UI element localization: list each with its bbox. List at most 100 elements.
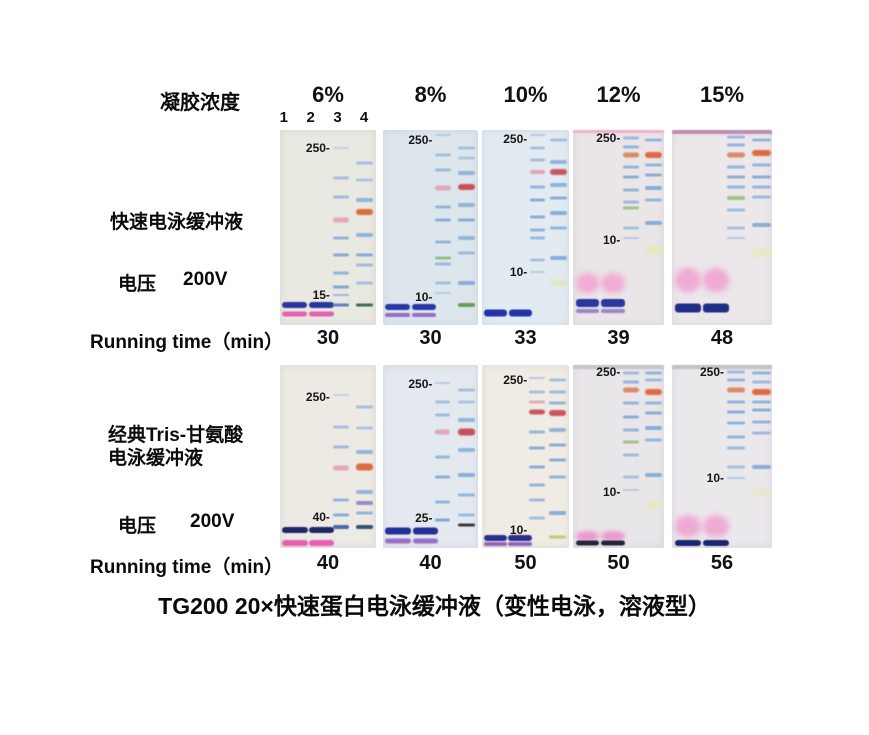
gel-band — [623, 226, 640, 230]
gel-band — [727, 185, 745, 189]
gel-band — [752, 400, 771, 404]
gel-band — [458, 236, 476, 241]
gel-panel-tris-glycine-12pct: 250- 10- — [573, 365, 664, 548]
gel-band — [623, 475, 640, 479]
gel-band — [458, 418, 476, 423]
gel-band — [644, 198, 663, 202]
gel-band — [575, 273, 600, 294]
gel-band — [355, 178, 374, 182]
gel-band — [623, 440, 640, 444]
mw-marker-label: 15- — [312, 287, 330, 302]
gel-band — [727, 165, 745, 169]
gel-band — [435, 153, 452, 157]
gel-band — [548, 401, 567, 405]
gel-concentration-value: 10% — [503, 82, 548, 107]
gel-band — [727, 410, 745, 414]
gel-band — [752, 195, 771, 199]
gel-band — [752, 408, 771, 412]
gel-band — [623, 136, 640, 140]
mw-marker-label: 250- — [503, 131, 528, 146]
gel-panel-tris-glycine-6pct: 250- 40- — [280, 365, 376, 548]
gel-band — [623, 428, 640, 432]
gel-top-stripe — [672, 365, 772, 369]
gel-band — [575, 298, 600, 307]
gel-band — [355, 281, 374, 285]
gel-band — [528, 483, 545, 487]
gel-band — [727, 196, 745, 201]
lane-number: 1 — [279, 109, 288, 126]
gel-band — [528, 376, 545, 379]
gel-band — [752, 489, 771, 495]
running-time-value: 50 — [607, 552, 630, 574]
gel-panel-fast-buffer-8pct: 250- 10- — [383, 130, 478, 325]
gel-band — [752, 150, 771, 156]
gel-band — [435, 292, 452, 295]
gel-band — [483, 534, 508, 541]
gel-band — [623, 488, 640, 491]
gel-band — [623, 237, 640, 240]
gel-band — [548, 390, 567, 394]
gel-band — [332, 236, 350, 240]
gel-band — [384, 527, 412, 535]
gel-band — [458, 388, 476, 392]
gel-band — [752, 248, 771, 256]
gel-band — [508, 534, 532, 541]
gel-band — [644, 411, 663, 415]
gel-band — [601, 530, 625, 541]
gel-band — [548, 443, 567, 447]
gel-band — [332, 253, 350, 257]
gel-band — [623, 175, 640, 179]
gel-band — [528, 430, 545, 434]
gel-band — [355, 253, 374, 257]
buffer-label-tris-line2: 电泳缓冲液 — [108, 448, 204, 469]
gel-band — [703, 540, 729, 547]
gel-band — [528, 400, 545, 404]
gel-band — [528, 465, 545, 469]
gel-band — [281, 301, 307, 308]
gel-band — [703, 267, 729, 292]
gel-band — [355, 198, 374, 202]
gel-panel-tris-glycine-10pct: 250- 10- — [482, 365, 569, 548]
gel-band — [458, 472, 476, 477]
gel-band — [332, 394, 350, 396]
gel-band — [458, 171, 476, 176]
gel-band — [575, 530, 600, 541]
gel-band — [623, 380, 640, 384]
gel-band — [644, 438, 663, 442]
gel-band — [435, 400, 451, 404]
gel-concentration-value: 15% — [699, 82, 745, 107]
gel-band — [435, 429, 451, 435]
gel-band — [623, 200, 640, 204]
gel-band — [548, 458, 567, 462]
gel-band — [458, 218, 476, 222]
gel-band — [623, 145, 640, 149]
gel-band — [548, 378, 567, 382]
gel-band — [644, 221, 663, 225]
gel-band — [529, 158, 545, 162]
gel-band — [529, 270, 545, 273]
gel-band — [675, 515, 701, 538]
lane-number: 4 — [359, 109, 369, 126]
gel-band — [384, 313, 410, 318]
lane-number: 3 — [333, 109, 342, 126]
gel-band — [623, 415, 640, 419]
gel-band — [548, 409, 567, 416]
figure-title: TG200 20×快速蛋白电泳缓冲液（变性电泳，溶液型） — [158, 593, 711, 619]
gel-band — [644, 425, 663, 430]
gel-band — [644, 501, 663, 509]
gel-band — [355, 232, 374, 237]
gel-band — [281, 527, 308, 534]
gel-band — [549, 159, 568, 164]
gel-concentration-label: 凝胶浓度 — [160, 92, 240, 114]
running-time-value: 39 — [607, 327, 630, 349]
gel-band — [435, 185, 452, 191]
gel-band — [727, 226, 745, 230]
gel-band — [435, 381, 451, 384]
gel-band — [529, 146, 545, 150]
gel-band — [332, 498, 350, 502]
mw-marker-label: 40- — [312, 510, 330, 525]
gel-band — [355, 511, 374, 515]
gel-band — [752, 431, 771, 435]
mw-marker-label: 250- — [305, 390, 330, 405]
gel-band — [675, 267, 701, 292]
